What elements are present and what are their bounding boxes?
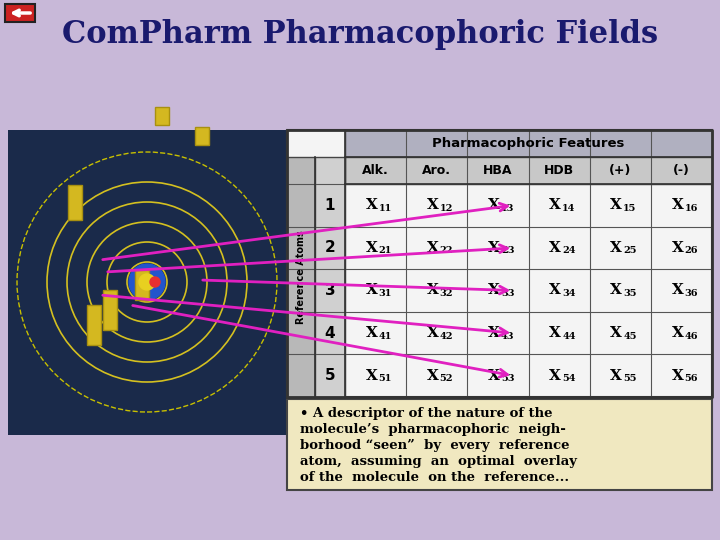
Bar xyxy=(5,4,35,22)
Text: 33: 33 xyxy=(501,289,514,298)
Text: X: X xyxy=(672,198,683,212)
Text: X: X xyxy=(672,241,683,255)
Text: • A descriptor of the nature of the: • A descriptor of the nature of the xyxy=(300,407,552,420)
Text: 42: 42 xyxy=(440,332,454,341)
Text: 35: 35 xyxy=(624,289,636,298)
Text: Aro.: Aro. xyxy=(422,164,451,177)
Text: X: X xyxy=(549,369,561,383)
Bar xyxy=(287,399,712,490)
Text: 26: 26 xyxy=(685,246,698,255)
Text: X: X xyxy=(366,369,377,383)
Text: 43: 43 xyxy=(501,332,514,341)
Bar xyxy=(87,305,101,345)
Text: 45: 45 xyxy=(624,332,636,341)
Text: Reference Atoms: Reference Atoms xyxy=(296,230,306,324)
Text: X: X xyxy=(611,326,622,340)
Circle shape xyxy=(139,274,155,290)
Text: X: X xyxy=(366,198,377,212)
Text: X: X xyxy=(366,284,377,298)
Text: 1: 1 xyxy=(325,198,336,213)
Text: 55: 55 xyxy=(624,374,636,383)
Text: X: X xyxy=(427,284,438,298)
Text: 5: 5 xyxy=(325,368,336,383)
Text: 16: 16 xyxy=(685,204,698,213)
Text: 14: 14 xyxy=(562,204,575,213)
Text: X: X xyxy=(427,198,438,212)
Text: Pharmacophoric Features: Pharmacophoric Features xyxy=(432,137,625,150)
Text: 3: 3 xyxy=(325,283,336,298)
Text: 36: 36 xyxy=(685,289,698,298)
Text: X: X xyxy=(611,369,622,383)
Text: 13: 13 xyxy=(501,204,514,213)
Text: 56: 56 xyxy=(685,374,698,383)
Text: X: X xyxy=(611,241,622,255)
Circle shape xyxy=(129,264,165,300)
Text: 52: 52 xyxy=(440,374,454,383)
Text: HDB: HDB xyxy=(544,164,574,177)
Text: 22: 22 xyxy=(440,246,454,255)
Text: 54: 54 xyxy=(562,374,575,383)
Text: 46: 46 xyxy=(685,332,698,341)
Text: X: X xyxy=(611,284,622,298)
Bar xyxy=(68,185,82,220)
Text: 21: 21 xyxy=(379,246,392,255)
Bar xyxy=(345,130,712,157)
Text: X: X xyxy=(672,284,683,298)
Text: X: X xyxy=(488,241,500,255)
Bar xyxy=(8,130,286,435)
Text: Alk.: Alk. xyxy=(362,164,389,177)
Circle shape xyxy=(150,277,160,287)
Text: X: X xyxy=(672,369,683,383)
Bar xyxy=(315,157,345,397)
Text: X: X xyxy=(427,241,438,255)
Text: 23: 23 xyxy=(501,246,514,255)
Bar xyxy=(287,157,315,397)
Text: (-): (-) xyxy=(673,164,690,177)
Text: X: X xyxy=(549,326,561,340)
Text: X: X xyxy=(611,198,622,212)
Text: 15: 15 xyxy=(624,204,636,213)
Text: 34: 34 xyxy=(562,289,575,298)
Text: X: X xyxy=(549,284,561,298)
Text: of the  molecule  on the  reference...: of the molecule on the reference... xyxy=(300,471,569,484)
Text: 2: 2 xyxy=(325,240,336,255)
Text: X: X xyxy=(672,326,683,340)
Text: atom,  assuming  an  optimal  overlay: atom, assuming an optimal overlay xyxy=(300,455,577,468)
Text: X: X xyxy=(488,326,500,340)
Text: ComPharm Pharmacophoric Fields: ComPharm Pharmacophoric Fields xyxy=(62,19,658,51)
Bar xyxy=(135,270,149,300)
Text: X: X xyxy=(427,326,438,340)
Text: 4: 4 xyxy=(325,326,336,341)
Bar xyxy=(155,107,169,125)
Text: 32: 32 xyxy=(440,289,454,298)
Text: HBA: HBA xyxy=(483,164,513,177)
Text: 44: 44 xyxy=(562,332,575,341)
Text: 24: 24 xyxy=(562,246,575,255)
Text: 11: 11 xyxy=(379,204,392,213)
Text: 12: 12 xyxy=(440,204,453,213)
Bar xyxy=(103,290,117,330)
Text: borhood “seen”  by  every  reference: borhood “seen” by every reference xyxy=(300,439,570,452)
Bar xyxy=(287,130,712,397)
Bar xyxy=(345,157,712,184)
Text: 31: 31 xyxy=(379,289,392,298)
Text: X: X xyxy=(549,198,561,212)
Text: 53: 53 xyxy=(501,374,514,383)
Text: (+): (+) xyxy=(609,164,631,177)
Text: X: X xyxy=(549,241,561,255)
Text: 41: 41 xyxy=(379,332,392,341)
Text: X: X xyxy=(488,284,500,298)
Text: 25: 25 xyxy=(624,246,636,255)
Text: X: X xyxy=(488,369,500,383)
Text: molecule’s  pharmacophoric  neigh-: molecule’s pharmacophoric neigh- xyxy=(300,423,566,436)
Text: 51: 51 xyxy=(379,374,392,383)
Text: X: X xyxy=(366,241,377,255)
Text: X: X xyxy=(366,326,377,340)
Text: X: X xyxy=(488,198,500,212)
Bar xyxy=(195,127,209,145)
Text: X: X xyxy=(427,369,438,383)
